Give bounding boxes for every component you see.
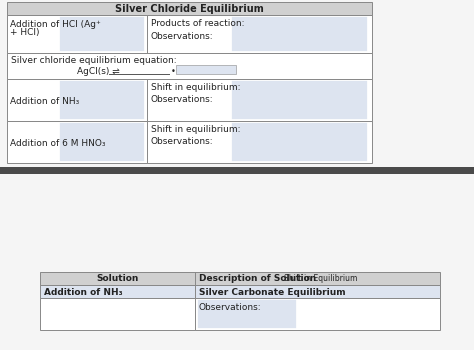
Bar — [195, 285, 440, 298]
Text: AgCl(s) ⇌: AgCl(s) ⇌ — [77, 67, 120, 76]
Text: Addition of NH₃: Addition of NH₃ — [44, 288, 123, 297]
Text: Shift in equilibrium:: Shift in equilibrium: — [151, 83, 240, 92]
Bar — [195, 298, 440, 330]
Text: •: • — [171, 67, 176, 76]
Bar — [7, 15, 147, 53]
Bar — [233, 17, 367, 51]
Bar — [60, 123, 144, 161]
Bar — [233, 81, 367, 119]
Text: Addition of NH₃: Addition of NH₃ — [10, 98, 79, 106]
Text: Addition of 6 M HNO₃: Addition of 6 M HNO₃ — [10, 140, 106, 148]
Text: Shift in Equilibrium: Shift in Equilibrium — [284, 274, 357, 283]
Text: + HCl): + HCl) — [10, 28, 39, 37]
Text: Silver chloride equilibrium equation:: Silver chloride equilibrium equation: — [11, 56, 177, 65]
Bar — [0, 167, 474, 174]
Text: Silver Carbonate Equilibrium: Silver Carbonate Equilibrium — [199, 288, 346, 297]
Text: Shift in equilibrium:: Shift in equilibrium: — [151, 125, 240, 134]
Bar — [40, 298, 195, 330]
Bar — [147, 15, 372, 53]
Bar — [198, 300, 296, 328]
Text: Solution: Solution — [96, 274, 139, 283]
Text: Addition of HCl (Ag⁺: Addition of HCl (Ag⁺ — [10, 20, 101, 29]
Bar — [60, 81, 144, 119]
Text: Products of reaction:: Products of reaction: — [151, 19, 245, 28]
Text: Description of Solution: Description of Solution — [199, 274, 316, 283]
Bar — [147, 121, 372, 163]
Text: Observations:: Observations: — [151, 32, 214, 41]
Bar — [40, 285, 195, 298]
Text: Observations:: Observations: — [151, 137, 214, 146]
Bar — [40, 272, 440, 285]
Bar — [7, 2, 372, 15]
Bar — [7, 121, 147, 163]
Text: Silver Chloride Equilibrium: Silver Chloride Equilibrium — [115, 4, 264, 14]
Bar — [176, 65, 236, 74]
Text: Observations:: Observations: — [151, 95, 214, 104]
Text: Observations:: Observations: — [199, 303, 262, 312]
Bar — [233, 123, 367, 161]
Bar — [7, 53, 372, 79]
Bar — [60, 17, 144, 51]
Bar — [147, 79, 372, 121]
Bar — [7, 79, 147, 121]
